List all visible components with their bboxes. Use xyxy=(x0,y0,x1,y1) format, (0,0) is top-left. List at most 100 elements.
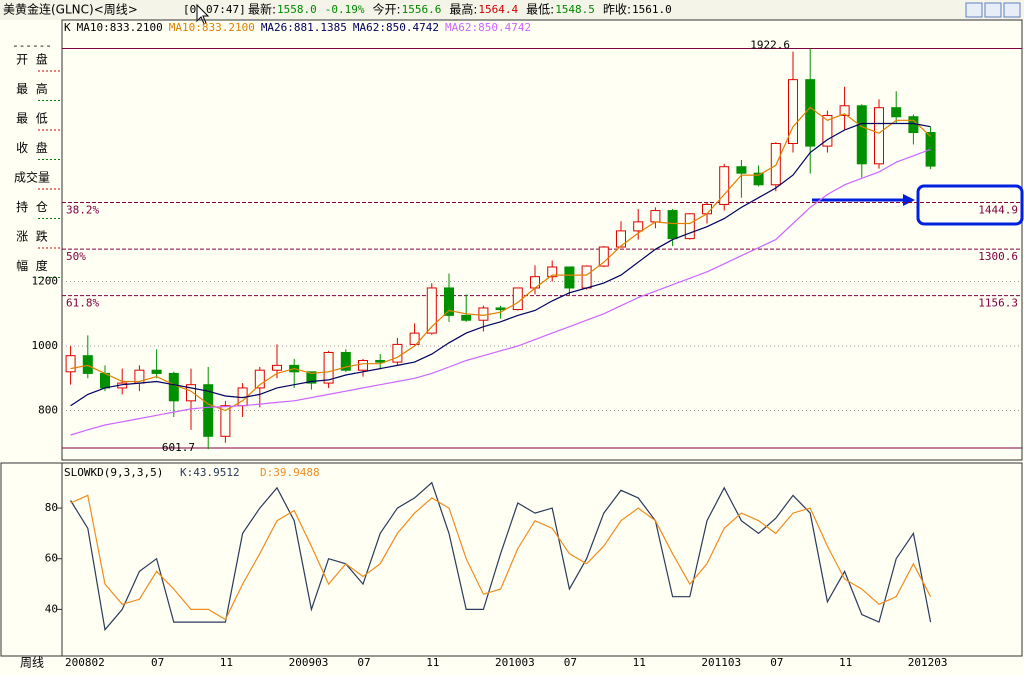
line xyxy=(70,494,932,621)
x-tick-label: 201203 xyxy=(908,656,948,669)
side-divider: ------ xyxy=(12,39,52,52)
candle-body xyxy=(340,351,351,371)
quote-value: 1561.0 xyxy=(632,3,672,16)
candle-body xyxy=(702,203,712,215)
candle-body xyxy=(856,105,867,165)
side-item: 持 仓 xyxy=(16,199,48,214)
candle-body xyxy=(306,371,317,384)
candle-body xyxy=(874,107,884,165)
fib-label: 50% xyxy=(66,250,86,263)
candle-body xyxy=(186,384,196,402)
x-tick-label: 201003 xyxy=(495,656,535,669)
candle-body xyxy=(822,114,833,147)
line xyxy=(70,106,932,412)
fib-label: 61.8% xyxy=(66,297,99,310)
candle-body xyxy=(323,351,334,384)
candle-body xyxy=(616,230,626,248)
x-tick-label: 07 xyxy=(564,656,577,669)
indicator-label: K xyxy=(64,21,71,34)
candle-body xyxy=(839,105,850,116)
candle-body xyxy=(272,364,282,371)
fib-value: 1444.9 xyxy=(978,204,1018,217)
low-mark: 601.7 xyxy=(162,441,195,454)
x-tick-label: 07 xyxy=(770,656,783,669)
candle-body xyxy=(581,265,592,289)
indicator-label: MA62:850.4742 xyxy=(445,21,531,34)
candle-body xyxy=(805,79,816,147)
kd-d: D:39.9488 xyxy=(260,466,320,479)
high-mark: 1922.6 xyxy=(750,39,790,52)
button[interactable] xyxy=(965,2,983,18)
fib-label: 38.2% xyxy=(66,204,99,217)
candle-body xyxy=(719,166,730,205)
candle-body xyxy=(564,266,575,289)
quote-value: 1548.5 xyxy=(555,3,595,16)
x-tick-label: 200903 xyxy=(289,656,329,669)
candle-body xyxy=(254,369,265,389)
quote-label: 最低: xyxy=(526,3,554,17)
quote-label: 今开: xyxy=(373,2,401,17)
x-tick-label: 201103 xyxy=(701,656,741,669)
x-tick-label: 11 xyxy=(839,656,852,669)
button[interactable] xyxy=(1003,2,1021,18)
candle-body xyxy=(444,287,454,316)
quote-value: -0.19% xyxy=(325,3,365,16)
side-item: 成交量 xyxy=(14,170,50,185)
kd-title: SLOWKD(9,3,3,5) xyxy=(64,466,163,479)
x-tick-label: 07 xyxy=(357,656,370,669)
quote-label: 最高: xyxy=(449,2,477,17)
candle-body xyxy=(512,287,523,311)
side-item: 最 高 xyxy=(16,81,48,96)
x-tick-label: 11 xyxy=(220,656,233,669)
y-tick-label: 40 xyxy=(45,602,58,615)
x-tick-label: 11 xyxy=(633,656,646,669)
line xyxy=(70,122,931,407)
candle-body xyxy=(168,372,179,402)
main-panel xyxy=(61,19,1023,461)
candle-body xyxy=(650,210,661,223)
y-tick-label: 800 xyxy=(38,404,58,417)
side-item: 最 低 xyxy=(16,112,48,126)
line xyxy=(70,481,932,632)
side-item: 开 盘 xyxy=(16,52,48,67)
candle-body xyxy=(65,355,76,373)
button[interactable] xyxy=(984,2,1002,18)
y-tick-label: 1200 xyxy=(32,275,59,288)
candle-body xyxy=(753,172,764,186)
side-item: 涨 跌 xyxy=(16,229,48,244)
candle-body xyxy=(426,287,437,334)
candle-body xyxy=(736,166,747,174)
indicator-label: MA26:881.1385 xyxy=(261,21,347,34)
fib-value: 1300.6 xyxy=(978,250,1018,263)
candle-body xyxy=(151,369,162,374)
candle-body xyxy=(82,355,93,374)
candle-body xyxy=(392,343,403,363)
kd-panel xyxy=(0,462,1023,657)
candle-body xyxy=(633,221,644,232)
candle-body xyxy=(358,360,368,371)
quote-label: 昨收: xyxy=(603,3,631,17)
kd-k: K:43.9512 xyxy=(180,466,240,479)
candle-body xyxy=(375,360,386,363)
window-buttons[interactable] xyxy=(965,2,1021,18)
side-item: 收 盘 xyxy=(16,140,48,155)
candle-body xyxy=(891,107,902,118)
time: 07:47] xyxy=(206,3,246,16)
candle-body xyxy=(409,332,420,345)
indicator-label: MA10:833.2100 xyxy=(169,21,255,34)
candle-body xyxy=(667,210,678,240)
candle-body xyxy=(478,307,489,321)
time: [0 xyxy=(183,3,196,16)
candle-body xyxy=(100,372,110,389)
y-tick-label: 1000 xyxy=(32,339,59,352)
quote-value: 1558.0 xyxy=(277,3,317,16)
line xyxy=(70,148,931,436)
indicator-label: MA62:850.4742 xyxy=(353,21,439,34)
indicator-label: MA10:833.2100 xyxy=(77,21,163,34)
candle-body xyxy=(598,246,609,267)
quote-value: 1556.6 xyxy=(402,3,442,16)
candle-body xyxy=(495,307,506,311)
candle-body xyxy=(547,266,558,278)
